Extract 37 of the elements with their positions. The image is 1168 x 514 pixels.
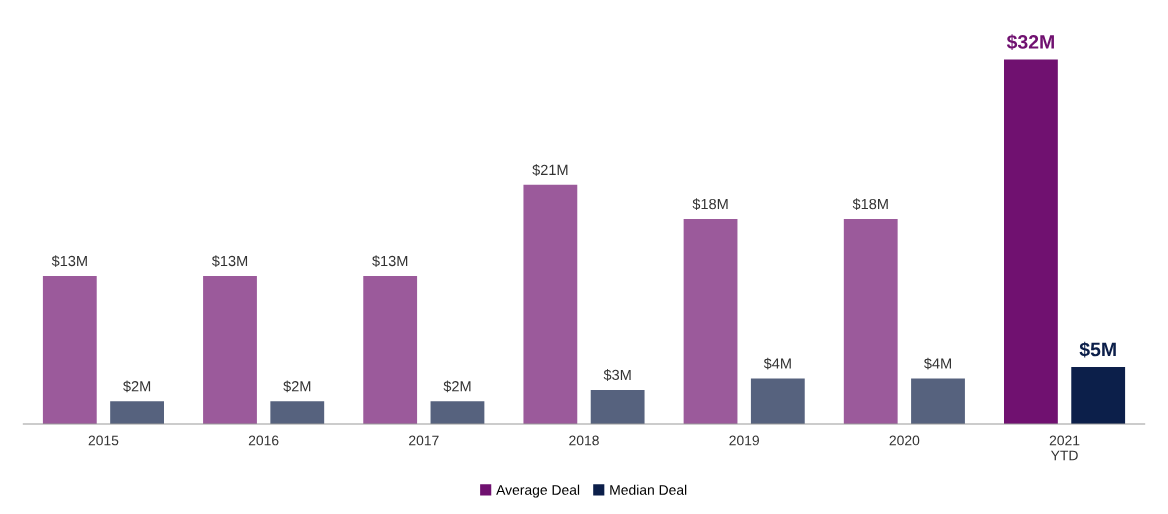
bar [203, 275, 257, 425]
bar [750, 378, 805, 425]
x-tick-label: 2018 [569, 435, 599, 446]
x-tick-label: 2019 [729, 435, 759, 446]
bar [843, 219, 898, 425]
bar [683, 219, 738, 425]
data-label: $2M [123, 380, 151, 393]
data-label: $2M [443, 380, 471, 393]
bar [1071, 367, 1126, 425]
bar [430, 401, 485, 425]
data-label: $4M [763, 357, 791, 370]
x-tick-label: 2020 [889, 435, 920, 446]
data-label: $3M [603, 369, 631, 381]
legend-label: Median Deal [610, 484, 687, 495]
x-tick-label: 2016 [248, 435, 279, 446]
data-label: $18M [852, 198, 888, 211]
data-label: $2M [283, 380, 311, 393]
data-label: $32M [1006, 34, 1054, 51]
data-label: $5M [1079, 341, 1116, 358]
bar [110, 401, 164, 425]
bar [270, 401, 325, 425]
data-label: $18M [692, 198, 728, 211]
bar [590, 389, 645, 425]
data-label: $13M [211, 255, 248, 268]
legend-label: Average Deal [496, 484, 580, 498]
x-tick-label: 2017 [409, 435, 439, 446]
bar [363, 275, 418, 425]
x-tick-label: 2015 [88, 435, 119, 446]
bar [1004, 59, 1058, 425]
x-tick-label: 2021 YTD [1049, 435, 1080, 461]
bar [911, 378, 965, 425]
data-label: $4M [923, 357, 951, 370]
data-label: $21M [532, 164, 568, 176]
bar [523, 184, 578, 425]
data-label: $13M [372, 255, 408, 268]
data-label: $13M [51, 255, 87, 268]
bar [42, 275, 97, 425]
